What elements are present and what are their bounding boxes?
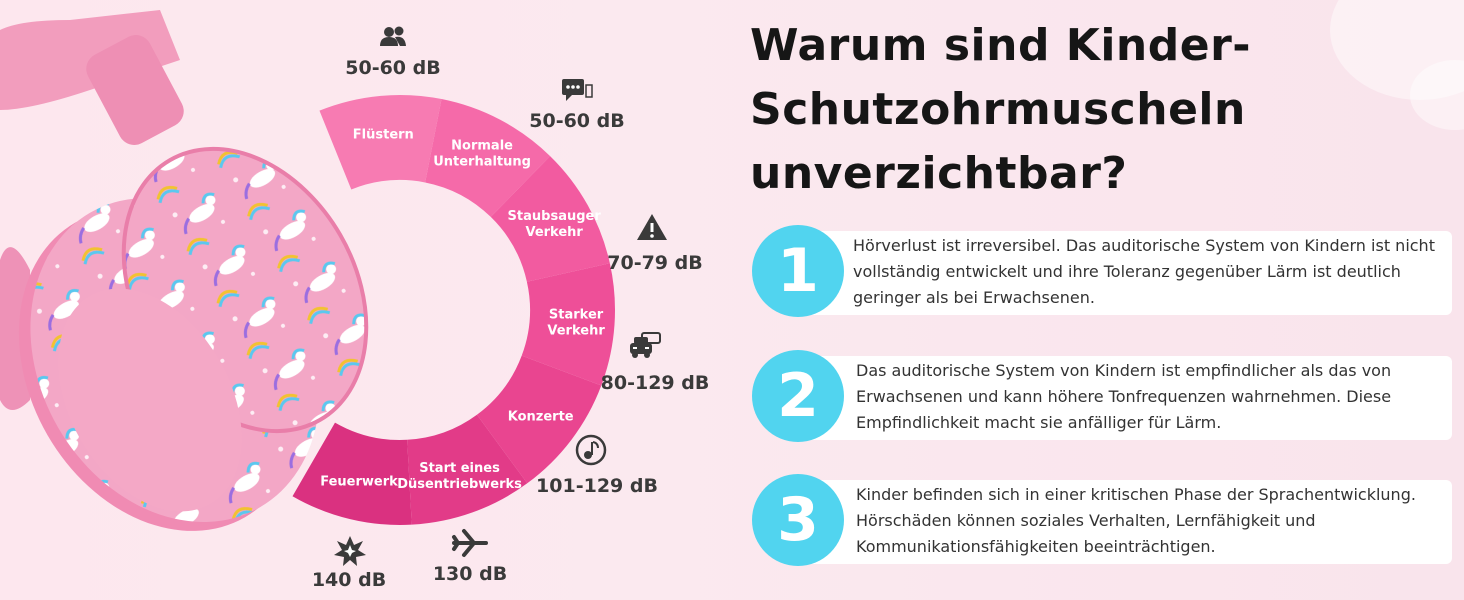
reason-card	[794, 480, 1452, 564]
number-badge: 1	[752, 225, 844, 317]
car-icon	[630, 332, 661, 358]
number-badge: 3	[752, 474, 844, 566]
ring-segment	[407, 414, 528, 525]
segment-label: Normale Unterhaltung	[433, 139, 531, 170]
decibel-label: 50-60 dB	[529, 110, 624, 132]
reason-card	[794, 356, 1452, 440]
music-icon	[575, 434, 607, 466]
ring-segment	[425, 99, 551, 217]
airplane-icon	[452, 529, 488, 557]
segment-label: Feuerwerk	[320, 475, 398, 490]
headline-line-3: unverzichtbar?	[750, 148, 1128, 199]
segment-label: Start eines Düsentriebwerks	[397, 461, 522, 492]
decibel-label: 140 dB	[312, 569, 386, 591]
noise-level-graphic: Flüstern Normale Unterhaltung Staubsauger Ve…	[0, 10, 710, 591]
decibel-label: 70-79 dB	[607, 252, 702, 274]
decibel-label: 130 dB	[433, 563, 507, 585]
headline-line-1: Warum sind Kinder-	[750, 20, 1252, 71]
segment-label: Konzerte	[508, 410, 574, 425]
ring-segment	[490, 156, 610, 282]
segment-label: Staubsauger Verkehr	[508, 209, 602, 240]
ring-segment	[476, 355, 602, 484]
decibel-label: 101-129 dB	[536, 475, 658, 497]
segment-label: Starker Verkehr	[547, 307, 605, 338]
ring-segment	[292, 422, 412, 525]
reason-item-1: 1 Hörverlust ist irreversibel. Das audit…	[752, 225, 1452, 319]
reason-item-2: 2 Das auditorische System von Kindern is…	[752, 350, 1452, 444]
chat-icon	[562, 79, 593, 101]
people-icon	[380, 26, 406, 46]
headline: Warum sind Kinder- Schutzohrmuscheln unv…	[750, 14, 1390, 206]
decibel-label: 50-60 dB	[345, 57, 440, 79]
explosion-icon	[334, 536, 366, 566]
number-badge: 2	[752, 350, 844, 442]
ring-segment	[521, 263, 615, 386]
segment-label: Flüstern	[353, 127, 414, 142]
reason-text: Kinder befinden sich in einer kritischen…	[856, 485, 1416, 556]
decibel-label: 80-129 dB	[601, 372, 710, 394]
headphone-image	[0, 10, 369, 531]
headline-line-2: Schutzohrmuscheln	[750, 84, 1246, 135]
reason-card	[794, 231, 1452, 315]
ring-segment	[319, 95, 442, 190]
warning-icon	[637, 214, 667, 240]
reason-item-3: 3 Kinder befinden sich in einer kritisch…	[752, 474, 1452, 568]
reason-text: Hörverlust ist irreversibel. Das auditor…	[853, 236, 1435, 307]
reason-text: Das auditorische System von Kindern ist …	[856, 361, 1392, 432]
